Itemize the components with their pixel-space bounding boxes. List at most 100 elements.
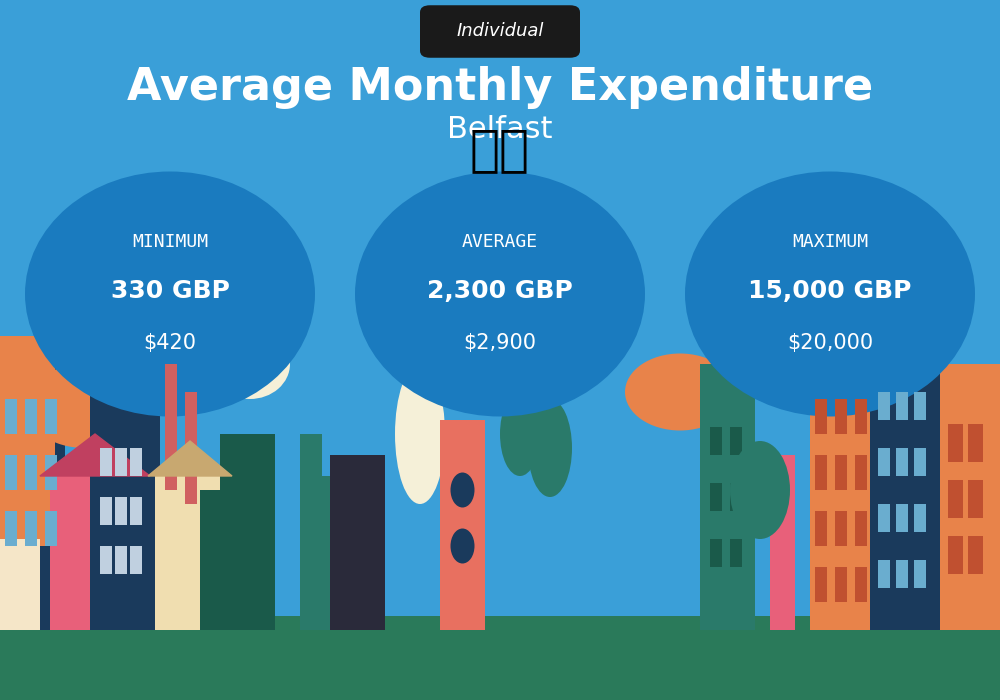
Ellipse shape: [710, 290, 810, 382]
FancyBboxPatch shape: [835, 567, 847, 602]
FancyBboxPatch shape: [835, 399, 847, 434]
Ellipse shape: [625, 354, 735, 430]
FancyBboxPatch shape: [810, 336, 875, 630]
FancyBboxPatch shape: [855, 455, 867, 490]
FancyBboxPatch shape: [50, 476, 95, 630]
FancyBboxPatch shape: [948, 480, 963, 518]
FancyBboxPatch shape: [710, 539, 722, 567]
Polygon shape: [148, 441, 232, 476]
FancyBboxPatch shape: [45, 511, 57, 546]
FancyBboxPatch shape: [770, 455, 795, 630]
Ellipse shape: [165, 287, 275, 385]
FancyBboxPatch shape: [200, 490, 230, 630]
FancyBboxPatch shape: [815, 455, 827, 490]
FancyBboxPatch shape: [855, 567, 867, 602]
Ellipse shape: [25, 172, 315, 416]
FancyBboxPatch shape: [730, 539, 742, 567]
FancyBboxPatch shape: [320, 476, 338, 630]
FancyBboxPatch shape: [0, 616, 1000, 700]
FancyBboxPatch shape: [100, 497, 112, 525]
FancyBboxPatch shape: [0, 350, 65, 630]
FancyBboxPatch shape: [0, 336, 55, 546]
FancyBboxPatch shape: [25, 511, 37, 546]
FancyBboxPatch shape: [25, 399, 37, 434]
FancyBboxPatch shape: [855, 399, 867, 434]
FancyBboxPatch shape: [5, 511, 17, 546]
Text: 🇬🇧: 🇬🇧: [470, 127, 530, 174]
FancyBboxPatch shape: [220, 434, 275, 630]
FancyBboxPatch shape: [155, 476, 225, 630]
Ellipse shape: [450, 528, 475, 564]
FancyBboxPatch shape: [730, 427, 742, 455]
FancyBboxPatch shape: [835, 511, 847, 546]
Text: 2,300 GBP: 2,300 GBP: [427, 279, 573, 302]
FancyBboxPatch shape: [855, 511, 867, 546]
FancyBboxPatch shape: [100, 546, 112, 574]
FancyBboxPatch shape: [115, 448, 127, 476]
FancyBboxPatch shape: [45, 399, 57, 434]
FancyBboxPatch shape: [968, 480, 983, 518]
FancyBboxPatch shape: [300, 434, 322, 630]
FancyBboxPatch shape: [896, 504, 908, 532]
FancyBboxPatch shape: [835, 455, 847, 490]
FancyBboxPatch shape: [0, 539, 40, 630]
FancyBboxPatch shape: [940, 364, 1000, 630]
FancyBboxPatch shape: [878, 448, 890, 476]
Text: MAXIMUM: MAXIMUM: [792, 232, 868, 251]
FancyBboxPatch shape: [710, 427, 722, 455]
FancyBboxPatch shape: [130, 497, 142, 525]
Polygon shape: [40, 434, 150, 476]
Ellipse shape: [355, 172, 645, 416]
FancyBboxPatch shape: [25, 455, 37, 490]
FancyBboxPatch shape: [914, 504, 926, 532]
FancyBboxPatch shape: [730, 483, 742, 511]
FancyBboxPatch shape: [948, 536, 963, 574]
FancyBboxPatch shape: [710, 483, 722, 511]
FancyBboxPatch shape: [45, 455, 57, 490]
FancyBboxPatch shape: [815, 567, 827, 602]
FancyBboxPatch shape: [115, 497, 127, 525]
FancyBboxPatch shape: [878, 504, 890, 532]
Text: $2,900: $2,900: [464, 333, 536, 353]
FancyBboxPatch shape: [878, 560, 890, 588]
FancyBboxPatch shape: [115, 546, 127, 574]
Ellipse shape: [685, 172, 975, 416]
FancyBboxPatch shape: [90, 385, 160, 630]
FancyBboxPatch shape: [165, 364, 177, 490]
FancyBboxPatch shape: [130, 448, 142, 476]
Text: 330 GBP: 330 GBP: [111, 279, 229, 302]
Text: AVERAGE: AVERAGE: [462, 232, 538, 251]
FancyBboxPatch shape: [420, 5, 580, 58]
Text: MINIMUM: MINIMUM: [132, 232, 208, 251]
Text: Average Monthly Expenditure: Average Monthly Expenditure: [127, 66, 873, 109]
FancyBboxPatch shape: [100, 448, 112, 476]
FancyBboxPatch shape: [896, 392, 908, 420]
FancyBboxPatch shape: [914, 392, 926, 420]
Text: Individual: Individual: [456, 22, 544, 41]
Text: $420: $420: [144, 333, 196, 353]
FancyBboxPatch shape: [815, 399, 827, 434]
Ellipse shape: [785, 312, 875, 388]
FancyBboxPatch shape: [330, 455, 385, 630]
FancyBboxPatch shape: [896, 448, 908, 476]
FancyBboxPatch shape: [968, 424, 983, 462]
FancyBboxPatch shape: [5, 455, 17, 490]
FancyBboxPatch shape: [914, 560, 926, 588]
FancyBboxPatch shape: [130, 546, 142, 574]
FancyBboxPatch shape: [700, 364, 755, 630]
FancyBboxPatch shape: [870, 315, 940, 630]
FancyBboxPatch shape: [878, 392, 890, 420]
Text: 15,000 GBP: 15,000 GBP: [748, 279, 912, 302]
Ellipse shape: [500, 392, 540, 476]
FancyBboxPatch shape: [948, 424, 963, 462]
FancyBboxPatch shape: [914, 448, 926, 476]
Ellipse shape: [730, 441, 790, 539]
Ellipse shape: [210, 329, 290, 399]
Text: $20,000: $20,000: [787, 333, 873, 353]
FancyBboxPatch shape: [440, 420, 485, 630]
Ellipse shape: [450, 473, 475, 508]
FancyBboxPatch shape: [968, 536, 983, 574]
FancyBboxPatch shape: [815, 511, 827, 546]
Ellipse shape: [528, 399, 572, 497]
FancyBboxPatch shape: [896, 560, 908, 588]
